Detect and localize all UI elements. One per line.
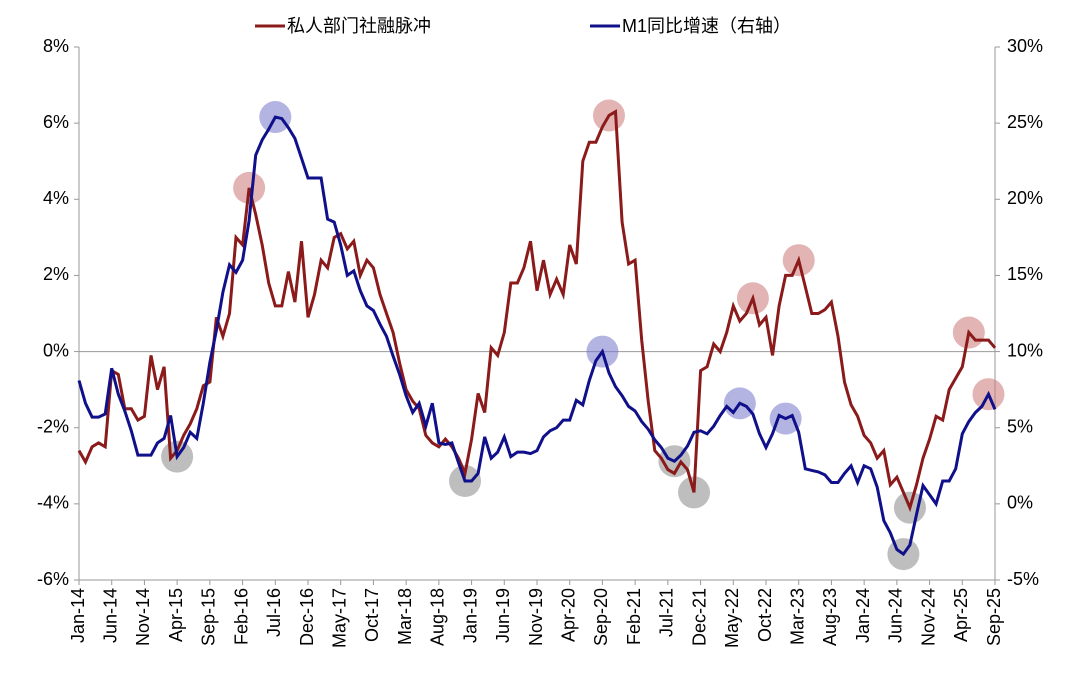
x-tick-label: Jan-24 (853, 588, 873, 643)
y2-tick-label: 10% (1007, 340, 1043, 360)
x-tick-label: Nov-24 (918, 588, 938, 646)
y-tick-label: 6% (43, 112, 69, 132)
x-tick-label: Jun-24 (886, 588, 906, 643)
y-tick-label: 0% (43, 340, 69, 360)
x-tick-label: Mar-18 (395, 588, 415, 645)
x-tick-label: Oct-17 (362, 588, 382, 642)
x-tick-label: Mar-23 (787, 588, 807, 645)
x-tick-label: Sep-15 (199, 588, 219, 646)
x-tick-label: Jul-21 (657, 588, 677, 637)
x-tick-label: Jan-19 (460, 588, 480, 643)
x-tick-label: Aug-18 (428, 588, 448, 646)
y-tick-label: 4% (43, 188, 69, 208)
legend-label: M1同比增速（右轴） (622, 16, 791, 36)
x-tick-label: Nov-19 (526, 588, 546, 646)
x-tick-label: Nov-14 (133, 588, 153, 646)
x-tick-label: Jun-14 (100, 588, 120, 643)
y-tick-label: -4% (37, 493, 69, 513)
series-line (77, 109, 997, 513)
x-tick-label: Dec-21 (689, 588, 709, 646)
x-tick-label: Sep-20 (591, 588, 611, 646)
x-tick-label: Dec-16 (297, 588, 317, 646)
x-tick-label: Apr-20 (558, 588, 578, 642)
x-tick-label: Apr-25 (951, 588, 971, 642)
y-tick-label: -6% (37, 569, 69, 589)
x-tick-label: Jan-14 (68, 588, 88, 643)
legend-label: 私人部门社融脉冲 (287, 16, 431, 36)
x-tick-label: May-17 (329, 588, 349, 648)
y2-tick-label: 0% (1007, 493, 1033, 513)
series-line (77, 115, 997, 557)
y2-tick-label: 25% (1007, 112, 1043, 132)
x-tick-label: May-22 (722, 588, 742, 648)
x-tick-label: Feb-16 (231, 588, 251, 645)
y2-tick-label: -5% (1007, 569, 1039, 589)
y2-tick-label: 20% (1007, 188, 1043, 208)
y-tick-label: -2% (37, 416, 69, 436)
y-tick-label: 2% (43, 264, 69, 284)
y-tick-label: 8% (43, 36, 69, 56)
x-tick-label: Sep-25 (984, 588, 1004, 646)
x-tick-label: Aug-23 (820, 588, 840, 646)
x-tick-label: Jun-19 (493, 588, 513, 643)
x-tick-label: Jul-16 (264, 588, 284, 637)
y2-tick-label: 5% (1007, 416, 1033, 436)
y2-tick-label: 15% (1007, 264, 1043, 284)
x-tick-label: Oct-22 (755, 588, 775, 642)
y2-tick-label: 30% (1007, 36, 1043, 56)
x-tick-label: Feb-21 (624, 588, 644, 645)
x-tick-label: Apr-15 (166, 588, 186, 642)
